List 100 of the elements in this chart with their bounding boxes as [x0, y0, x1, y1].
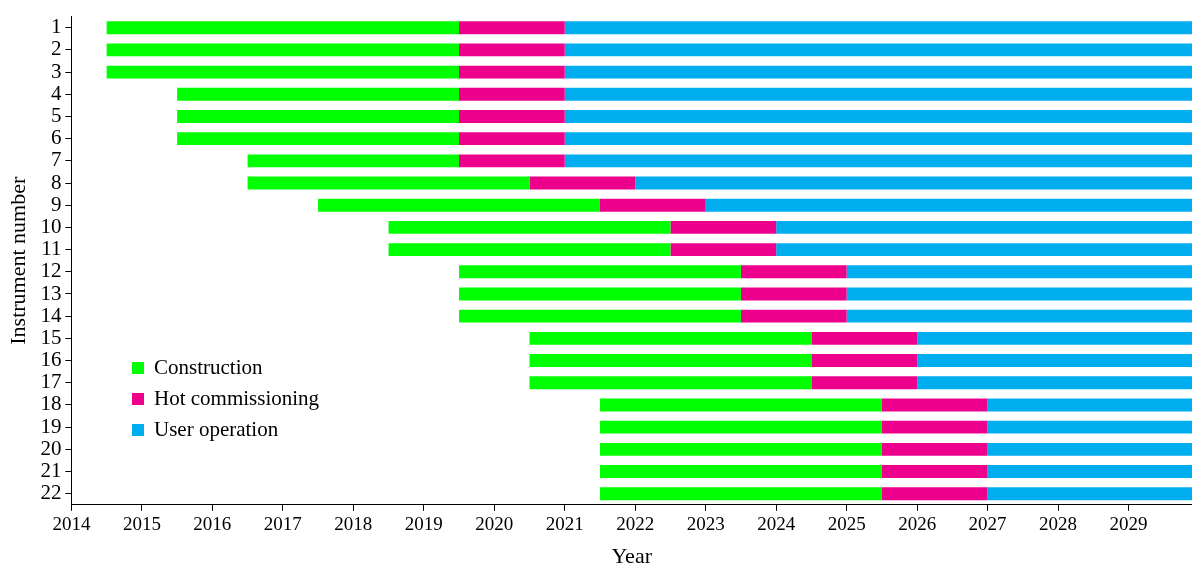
bar [459, 309, 741, 323]
y-tick-label: 1 [50, 14, 62, 39]
bar [599, 398, 882, 412]
bar [599, 420, 882, 434]
y-tick-label: 15 [40, 324, 62, 349]
x-tick-label: 2028 [1039, 513, 1078, 535]
bar [881, 465, 988, 478]
y-tick-label: 7 [50, 147, 62, 172]
bar [564, 21, 1192, 35]
y-tick-label: 20 [40, 435, 62, 460]
x-tick-label: 2021 [545, 513, 584, 535]
bar [670, 243, 777, 257]
bar [881, 398, 988, 412]
bar [776, 220, 1192, 234]
bar [106, 65, 460, 79]
bar [987, 465, 1192, 478]
y-tick-label: 5 [50, 102, 62, 127]
bar [811, 376, 918, 390]
legend-label: User operation [154, 416, 279, 443]
bar [599, 198, 706, 212]
bar [599, 442, 882, 456]
bar [635, 176, 1192, 190]
x-tick-label: 2016 [193, 513, 232, 535]
x-tick-label: 2014 [52, 513, 91, 535]
bar [740, 309, 847, 323]
y-tick-label: 9 [50, 191, 62, 216]
bar [740, 287, 847, 301]
bar [917, 354, 1192, 367]
bar [106, 21, 460, 35]
bar [811, 354, 918, 367]
y-tick-label: 17 [40, 369, 62, 394]
bar [811, 331, 918, 345]
y-tick-label: 6 [50, 125, 62, 150]
y-tick-label: 16 [40, 347, 62, 372]
bar [388, 220, 671, 234]
bar [846, 265, 1192, 279]
y-axis-title: Instrument number [4, 176, 30, 345]
y-tick-label: 21 [40, 458, 62, 483]
bar [987, 420, 1192, 434]
bar [846, 309, 1192, 323]
bar [776, 243, 1192, 257]
bar [459, 154, 565, 168]
bar [106, 43, 460, 57]
x-tick-label: 2027 [968, 513, 1007, 535]
bar [917, 376, 1192, 390]
y-tick-label: 12 [40, 258, 62, 283]
bar [599, 465, 882, 478]
bar [987, 398, 1192, 412]
bar [705, 198, 1192, 212]
bar [247, 176, 530, 190]
bar [529, 376, 812, 390]
bar [881, 487, 988, 501]
x-tick-label: 2017 [263, 513, 302, 535]
bar [917, 331, 1192, 345]
y-tick-label: 14 [40, 302, 62, 327]
y-tick-label: 2 [50, 36, 62, 61]
x-axis-title: Year [611, 542, 653, 568]
legend-label: Construction [154, 354, 263, 381]
bar [459, 65, 565, 79]
x-tick-label: 2019 [404, 513, 443, 535]
bar [529, 354, 812, 367]
bar [177, 110, 460, 123]
y-tick-label: 4 [50, 80, 62, 105]
bar [564, 43, 1192, 57]
x-tick-label: 2023 [686, 513, 725, 535]
bar [881, 442, 988, 456]
bar [459, 21, 565, 35]
bar [881, 420, 988, 434]
x-tick-label: 2015 [122, 513, 161, 535]
bar [599, 487, 882, 501]
bar [247, 154, 460, 168]
y-tick-label: 18 [40, 391, 62, 416]
y-tick-label: 19 [40, 413, 62, 438]
bar [846, 287, 1192, 301]
bar [318, 198, 600, 212]
x-tick-label: 2026 [898, 513, 937, 535]
bar [459, 43, 565, 57]
bar [987, 442, 1192, 456]
bar [564, 110, 1192, 123]
bar [177, 87, 460, 101]
x-tick-label: 2029 [1109, 513, 1148, 535]
bar [564, 65, 1192, 79]
y-tick-label: 11 [41, 236, 62, 261]
bar [670, 220, 777, 234]
bar [459, 132, 565, 146]
bar [564, 87, 1192, 101]
y-tick-label: 13 [40, 280, 62, 305]
x-tick-label: 2025 [827, 513, 866, 535]
x-tick-label: 2018 [334, 513, 373, 535]
bar [459, 265, 741, 279]
bar [564, 154, 1192, 168]
y-tick-label: 3 [50, 58, 62, 83]
bar [459, 87, 565, 101]
bar [177, 132, 460, 146]
bar [740, 265, 847, 279]
bar [529, 331, 812, 345]
x-tick-label: 2024 [757, 513, 796, 535]
x-tick-label: 2022 [616, 513, 655, 535]
bar [459, 110, 565, 123]
bar [388, 243, 671, 257]
